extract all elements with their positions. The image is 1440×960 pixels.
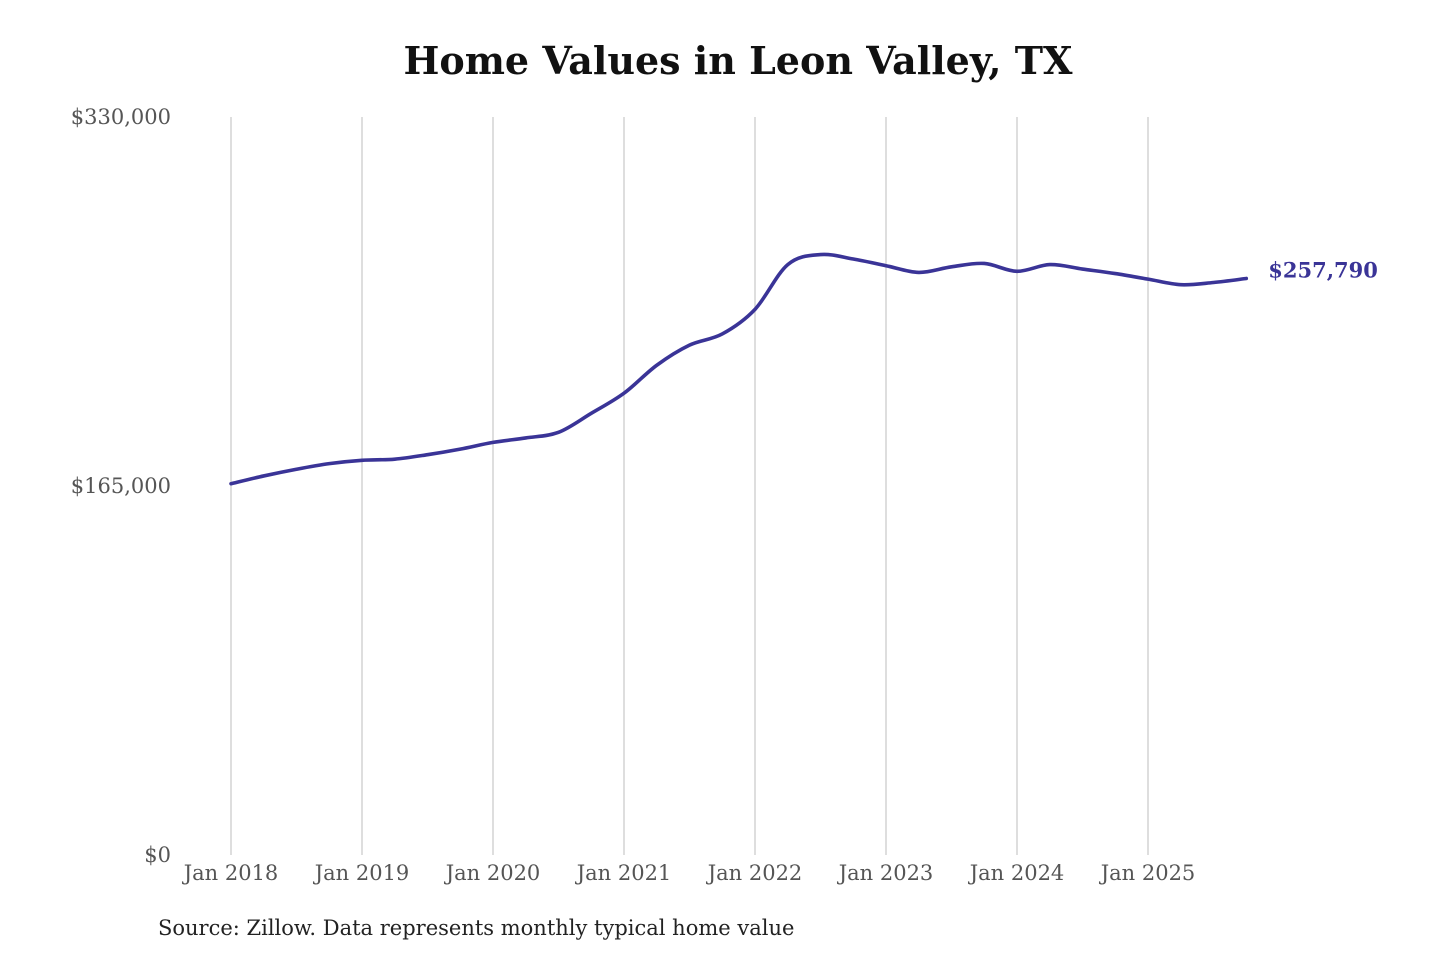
series-line bbox=[229, 252, 1249, 486]
y-tick-label: $165,000 bbox=[71, 474, 171, 498]
x-tick-label: Jan 2022 bbox=[706, 861, 803, 885]
end-label-layer: $257,790 bbox=[1268, 257, 1378, 282]
x-tick-label: Jan 2025 bbox=[1099, 861, 1196, 885]
x-axis-ticks: Jan 2018 Jan 2019 Jan 2020 Jan 2021 Jan 2022… bbox=[182, 861, 1196, 885]
x-tick-label: Jan 2020 bbox=[444, 861, 541, 885]
y-tick-label: $0 bbox=[144, 843, 171, 867]
x-tick-label: Jan 2024 bbox=[968, 861, 1065, 885]
y-tick-label: $330,000 bbox=[71, 105, 171, 129]
end-value-label: $257,790 bbox=[1268, 257, 1378, 282]
x-tick-label: Jan 2018 bbox=[182, 861, 279, 885]
chart-title: Home Values in Leon Valley, TX bbox=[403, 38, 1073, 83]
x-tick-label: Jan 2023 bbox=[837, 861, 934, 885]
source-note: Source: Zillow. Data represents monthly … bbox=[158, 916, 795, 940]
series-layer bbox=[229, 252, 1249, 486]
line-chart: $0$165,000$330,000 Jan 2018 Jan 2019 Jan 2… bbox=[71, 105, 1378, 885]
x-tick-label: Jan 2021 bbox=[575, 861, 672, 885]
gridlines bbox=[230, 117, 1149, 855]
y-axis-ticks: $0 $165,000 $330,000 bbox=[71, 105, 171, 867]
x-tick-label: Jan 2019 bbox=[313, 861, 410, 885]
